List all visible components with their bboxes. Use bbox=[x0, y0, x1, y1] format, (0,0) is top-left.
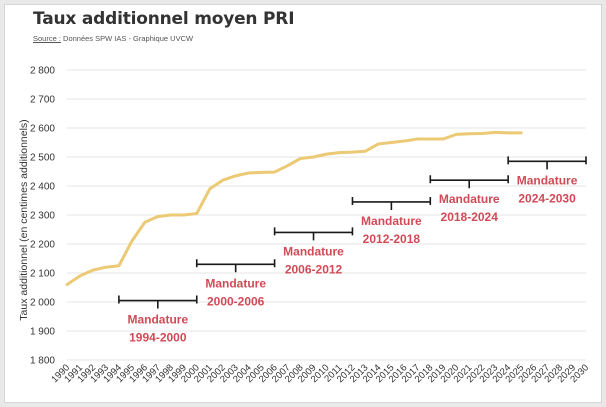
mandature-label: Mandature bbox=[517, 173, 578, 187]
mandature-annotation: Mandature 2024-2030 bbox=[507, 156, 587, 205]
series-line bbox=[65, 130, 523, 287]
mandature-label: Mandature bbox=[361, 214, 422, 228]
mandature-period: 2012-2018 bbox=[363, 232, 421, 246]
y-tick-label: 2 500 bbox=[30, 153, 55, 164]
mandature-annotation: Mandature 2012-2018 bbox=[351, 196, 432, 246]
y-tick-label: 2 700 bbox=[30, 95, 55, 106]
y-tick-label: 2 400 bbox=[30, 182, 55, 193]
y-tick-label: 2 300 bbox=[30, 211, 55, 222]
mandature-period: 2006-2012 bbox=[285, 262, 343, 276]
mandature-label: Mandature bbox=[283, 244, 344, 258]
y-tick-label: 1 800 bbox=[30, 356, 55, 367]
y-tick-label: 1 900 bbox=[30, 327, 55, 338]
mandature-bracket bbox=[429, 175, 509, 189]
chart-source: Source : Données SPW IAS - Graphique UVC… bbox=[33, 34, 193, 43]
mandature-label: Mandature bbox=[205, 276, 266, 290]
mandature-annotation: Mandature 2006-2012 bbox=[273, 227, 354, 276]
mandature-annotation: Mandature 2018-2024 bbox=[429, 175, 509, 224]
mandature-bracket bbox=[273, 227, 354, 241]
mandature-period: 1994-2000 bbox=[129, 331, 187, 345]
mandature-bracket bbox=[195, 259, 276, 273]
y-tick-label: 2 000 bbox=[30, 298, 55, 309]
mandature-label: Mandature bbox=[439, 192, 500, 206]
mandature-bracket bbox=[507, 156, 587, 170]
source-label: Source : bbox=[33, 34, 61, 43]
source-text: Données SPW IAS - Graphique UVCW bbox=[60, 34, 194, 43]
mandature-bracket bbox=[118, 295, 198, 309]
mandature-bracket bbox=[351, 196, 432, 210]
mandature-annotation: Mandature 2000-2006 bbox=[195, 259, 276, 308]
mandature-period: 2018-2024 bbox=[441, 210, 499, 224]
y-tick-label: 2 800 bbox=[30, 66, 55, 77]
y-axis-title: Taux additionnel (en centimes additionne… bbox=[18, 119, 30, 320]
y-tick-label: 2 600 bbox=[30, 124, 55, 135]
mandature-period: 2000-2006 bbox=[207, 294, 265, 308]
y-tick-label: 2 100 bbox=[30, 269, 55, 280]
mandature-period: 2024-2030 bbox=[518, 191, 576, 205]
chart-title: Taux additionnel moyen PRI bbox=[33, 9, 295, 29]
y-tick-label: 2 200 bbox=[30, 240, 55, 251]
mandature-label: Mandature bbox=[127, 313, 188, 327]
mandature-annotation: Mandature 1994-2000 bbox=[118, 295, 198, 345]
